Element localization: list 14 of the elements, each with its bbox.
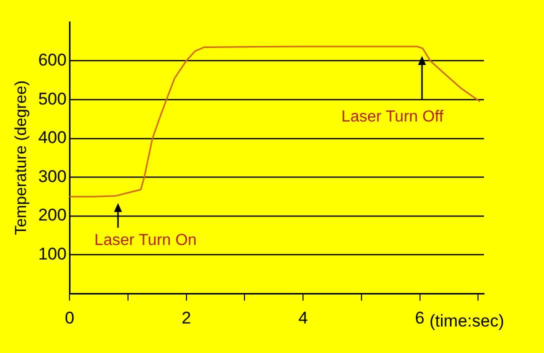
y-tick-label: 600 [38,50,67,70]
x-tick-label: 2 [182,308,192,328]
x-tick-label: 4 [298,308,308,328]
y-tick-label: 500 [38,89,67,108]
y-tick-label: 200 [38,206,67,225]
x-tick-label: 0 [64,308,74,328]
y-tick-label: 300 [38,166,67,186]
x-axis-title: (time:sec) [430,311,504,330]
y-axis-title: Temperature (degree) [13,80,30,236]
x-tick-label: 6 [415,308,425,328]
annotation: Laser Turn Off [341,108,444,126]
y-tick-label: 100 [38,244,67,264]
y-tick-label: 400 [38,128,67,148]
annotation: Laser Turn On [94,232,197,249]
